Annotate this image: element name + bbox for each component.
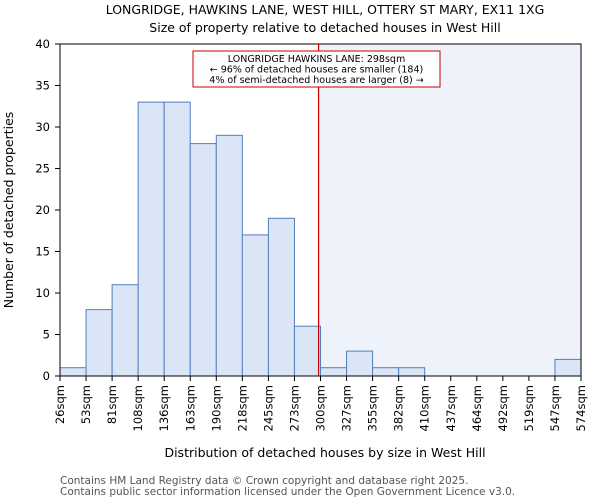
y-tick-label: 35 — [35, 79, 50, 93]
x-tick-label: 327sqm — [340, 385, 354, 431]
bar — [85, 309, 113, 377]
y-tick-label: 20 — [35, 203, 50, 217]
plot-area: 0 5 10 15 20 25 30 35 40 26sqm 53sqm 81sqm 108sqm 136… — [35, 37, 588, 431]
chart-title: LONGRIDGE, HAWKINS LANE, WEST HILL, OTTE… — [106, 2, 545, 17]
footer-line-1: Contains HM Land Registry data © Crown c… — [60, 475, 468, 487]
y-tick-label: 5 — [43, 328, 50, 342]
bar — [372, 367, 400, 377]
footer-line-2: Contains public sector information licen… — [60, 486, 515, 498]
plot-frame — [59, 43, 582, 377]
bar — [111, 284, 139, 377]
bar — [163, 101, 191, 377]
y-tick-label: 25 — [35, 162, 50, 176]
x-tick-label: 300sqm — [314, 385, 328, 431]
x-tick-label: 218sqm — [235, 385, 249, 431]
x-tick-label: 136sqm — [157, 385, 171, 431]
y-tick-label: 30 — [35, 120, 50, 134]
bar — [320, 367, 348, 377]
x-tick-label: 519sqm — [522, 385, 536, 431]
bar — [293, 325, 322, 377]
bar — [137, 101, 165, 377]
x-tick-label: 410sqm — [418, 385, 432, 431]
highlight-region — [318, 44, 581, 376]
x-tick-label: 437sqm — [444, 385, 458, 431]
x-tick-label: 163sqm — [183, 385, 197, 431]
annotation-line: ← 96% of detached houses are smaller (18… — [210, 65, 423, 76]
x-tick-label: 53sqm — [79, 385, 93, 424]
x-tick-label: 547sqm — [548, 385, 562, 431]
x-tick-label: 190sqm — [209, 385, 223, 431]
y-tick-label: 10 — [35, 286, 50, 300]
x-tick-label: 464sqm — [470, 385, 484, 431]
x-axis-label: Distribution of detached houses by size … — [164, 445, 485, 460]
bar — [267, 217, 295, 377]
chart-subtitle: Size of property relative to detached ho… — [149, 20, 500, 35]
bar — [554, 358, 582, 377]
x-tick-label: 273sqm — [287, 385, 301, 431]
y-axis-label: Number of detached properties — [1, 112, 16, 309]
annotation-line: LONGRIDGE HAWKINS LANE: 298sqm — [228, 54, 405, 65]
annotation-line: 4% of semi-detached houses are larger (8… — [209, 75, 423, 86]
x-tick-label: 108sqm — [131, 385, 145, 431]
y-tick-label: 15 — [35, 245, 50, 259]
y-tick-label: 40 — [35, 37, 50, 51]
x-tick-label: 574sqm — [574, 385, 588, 431]
y-tick-label: 0 — [43, 369, 50, 383]
bar — [241, 234, 269, 377]
bar — [59, 367, 87, 377]
x-tick-label: 492sqm — [496, 385, 510, 431]
bar — [215, 134, 243, 377]
x-tick-label: 26sqm — [53, 385, 67, 424]
bar — [346, 350, 374, 377]
x-tick-label: 355sqm — [366, 385, 380, 431]
bar — [189, 143, 217, 377]
annotation-box — [192, 50, 441, 88]
x-tick-label: 382sqm — [392, 385, 406, 431]
bar — [398, 367, 426, 377]
x-tick-label: 245sqm — [261, 385, 275, 431]
x-tick-label: 81sqm — [105, 385, 119, 424]
